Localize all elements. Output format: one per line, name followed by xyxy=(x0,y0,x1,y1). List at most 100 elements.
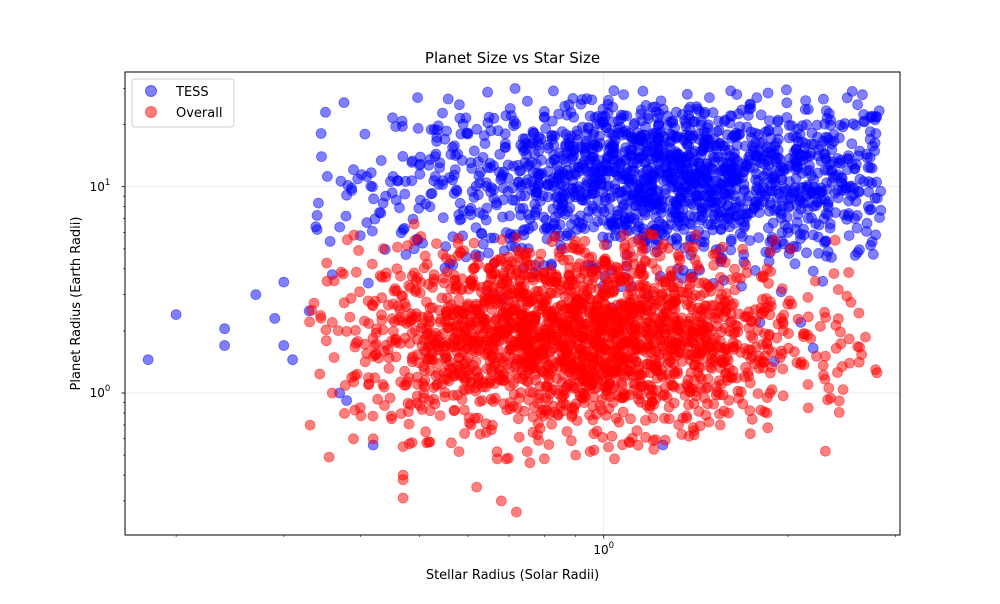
overall-point xyxy=(397,474,409,486)
tess-point xyxy=(348,164,359,176)
tess-point xyxy=(871,192,883,204)
overall-point xyxy=(532,286,544,297)
overall-point xyxy=(683,241,694,253)
tess-point xyxy=(361,217,373,229)
tess-point xyxy=(571,129,583,141)
tess-point xyxy=(837,121,849,133)
tess-point xyxy=(552,199,564,211)
tess-point xyxy=(352,173,364,185)
overall-point xyxy=(399,365,411,377)
overall-point xyxy=(682,318,694,330)
overall-point xyxy=(660,279,672,291)
overall-point xyxy=(406,356,418,368)
tess-point xyxy=(575,98,587,110)
overall-point xyxy=(650,346,662,358)
overall-point xyxy=(406,437,418,449)
tess-point xyxy=(870,229,882,241)
overall-point xyxy=(659,434,671,446)
overall-point xyxy=(570,449,582,461)
overall-point xyxy=(559,303,571,315)
tess-point xyxy=(812,167,824,179)
tess-point xyxy=(790,143,802,155)
overall-point xyxy=(453,446,465,458)
tess-point xyxy=(790,164,802,176)
overall-point xyxy=(397,492,409,504)
tess-point xyxy=(702,119,714,131)
tess-point xyxy=(583,205,595,217)
tess-point xyxy=(531,187,543,198)
overall-point xyxy=(566,402,578,414)
tess-point xyxy=(760,188,772,200)
overall-point xyxy=(390,351,402,363)
legend-marker-overall xyxy=(145,106,157,118)
overall-point xyxy=(382,344,394,356)
tess-point xyxy=(821,154,832,165)
tess-point xyxy=(863,200,874,212)
tess-point xyxy=(622,173,634,184)
tess-point xyxy=(763,154,775,166)
overall-point xyxy=(604,351,616,363)
overall-point xyxy=(493,344,505,356)
overall-point xyxy=(740,259,752,271)
overall-point xyxy=(574,318,586,329)
tess-point xyxy=(681,137,693,149)
overall-point xyxy=(487,396,499,407)
tess-point xyxy=(839,182,851,194)
tess-point xyxy=(570,189,582,201)
overall-point xyxy=(665,324,677,336)
overall-point xyxy=(820,445,831,457)
tess-point xyxy=(861,152,873,164)
tess-point xyxy=(375,155,387,166)
overall-point xyxy=(469,412,481,424)
overall-point xyxy=(537,404,549,416)
overall-point xyxy=(522,259,534,271)
tess-point xyxy=(478,130,490,142)
overall-point xyxy=(717,241,729,253)
overall-point xyxy=(792,313,804,325)
overall-point xyxy=(372,393,384,405)
tess-point xyxy=(811,119,823,131)
tess-point xyxy=(362,277,374,289)
overall-point xyxy=(574,387,586,399)
tess-point xyxy=(851,222,863,234)
overall-point xyxy=(617,392,628,403)
tess-point xyxy=(532,170,544,182)
tess-point xyxy=(406,175,418,187)
tess-point xyxy=(631,190,643,201)
tess-point xyxy=(843,210,854,222)
overall-point xyxy=(619,331,631,343)
tess-point xyxy=(396,121,408,132)
overall-point xyxy=(335,266,347,278)
overall-point xyxy=(366,258,378,270)
tess-point xyxy=(820,235,832,247)
tess-point xyxy=(466,185,478,197)
overall-point xyxy=(681,378,693,390)
tess-point xyxy=(589,112,601,123)
tess-point xyxy=(772,114,784,126)
overall-point xyxy=(546,418,557,430)
overall-point xyxy=(833,406,845,418)
overall-point xyxy=(699,300,711,312)
overall-point xyxy=(761,392,773,404)
tess-point xyxy=(324,235,336,247)
overall-point xyxy=(765,245,776,257)
tess-point xyxy=(315,128,327,139)
overall-point xyxy=(358,315,370,327)
tess-point xyxy=(772,152,784,164)
tess-point xyxy=(473,170,485,182)
tess-point xyxy=(861,217,873,229)
overall-point xyxy=(345,292,357,304)
tess-point xyxy=(821,250,832,262)
overall-point xyxy=(755,404,767,416)
overall-point xyxy=(746,413,758,425)
overall-point xyxy=(576,365,588,377)
tess-point xyxy=(859,116,870,128)
overall-point xyxy=(433,304,445,316)
overall-point xyxy=(833,395,845,407)
tess-point xyxy=(482,86,494,98)
overall-point xyxy=(501,276,513,288)
points-layer xyxy=(142,83,887,518)
overall-point xyxy=(432,358,444,370)
tess-point xyxy=(453,99,465,111)
overall-point xyxy=(870,364,881,376)
